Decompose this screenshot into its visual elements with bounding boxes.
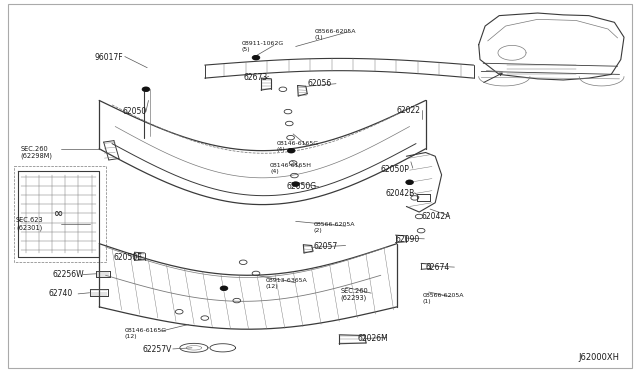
Text: 62057: 62057	[314, 242, 338, 251]
Text: 08911-1062G
(5): 08911-1062G (5)	[242, 41, 284, 52]
Circle shape	[221, 286, 227, 290]
Text: 62050P: 62050P	[381, 165, 410, 174]
Text: 62257V: 62257V	[142, 345, 172, 354]
Text: 62050E: 62050E	[114, 253, 143, 262]
Circle shape	[143, 87, 149, 91]
Text: 62042A: 62042A	[421, 212, 451, 221]
Text: 62674: 62674	[426, 263, 450, 272]
Text: 08566-6205A
(1): 08566-6205A (1)	[315, 29, 356, 40]
Text: 62740: 62740	[49, 289, 73, 298]
Text: 62042B: 62042B	[385, 189, 415, 198]
Text: 62050G: 62050G	[287, 182, 317, 191]
Text: 62673: 62673	[243, 73, 268, 81]
Text: J62000XH: J62000XH	[579, 353, 620, 362]
Text: 62022: 62022	[397, 106, 421, 115]
Text: 62090: 62090	[396, 235, 420, 244]
Circle shape	[288, 149, 294, 153]
Text: SEC.260
(62293): SEC.260 (62293)	[340, 288, 368, 301]
Text: 08566-6205A
(1): 08566-6205A (1)	[422, 293, 464, 304]
Circle shape	[406, 180, 413, 184]
Text: 08146-6165G
(12): 08146-6165G (12)	[124, 328, 166, 339]
Text: 62056: 62056	[307, 79, 332, 88]
Circle shape	[292, 182, 299, 186]
Text: SEC.260
(62298M): SEC.260 (62298M)	[20, 146, 52, 159]
Text: 08146-6165G
(4): 08146-6165G (4)	[276, 141, 319, 152]
Text: 08913-6365A
(12): 08913-6365A (12)	[266, 278, 307, 289]
Text: ∞: ∞	[54, 209, 63, 219]
Circle shape	[253, 56, 259, 60]
Text: 08146-6165H
(4): 08146-6165H (4)	[270, 163, 312, 174]
Text: SEC.623
(62301): SEC.623 (62301)	[16, 217, 44, 231]
Text: 62050: 62050	[123, 107, 147, 116]
Text: 96017F: 96017F	[95, 53, 124, 62]
Text: 62256W: 62256W	[52, 270, 84, 279]
Text: 62026M: 62026M	[357, 334, 388, 343]
Text: 08566-6205A
(2): 08566-6205A (2)	[314, 222, 355, 233]
